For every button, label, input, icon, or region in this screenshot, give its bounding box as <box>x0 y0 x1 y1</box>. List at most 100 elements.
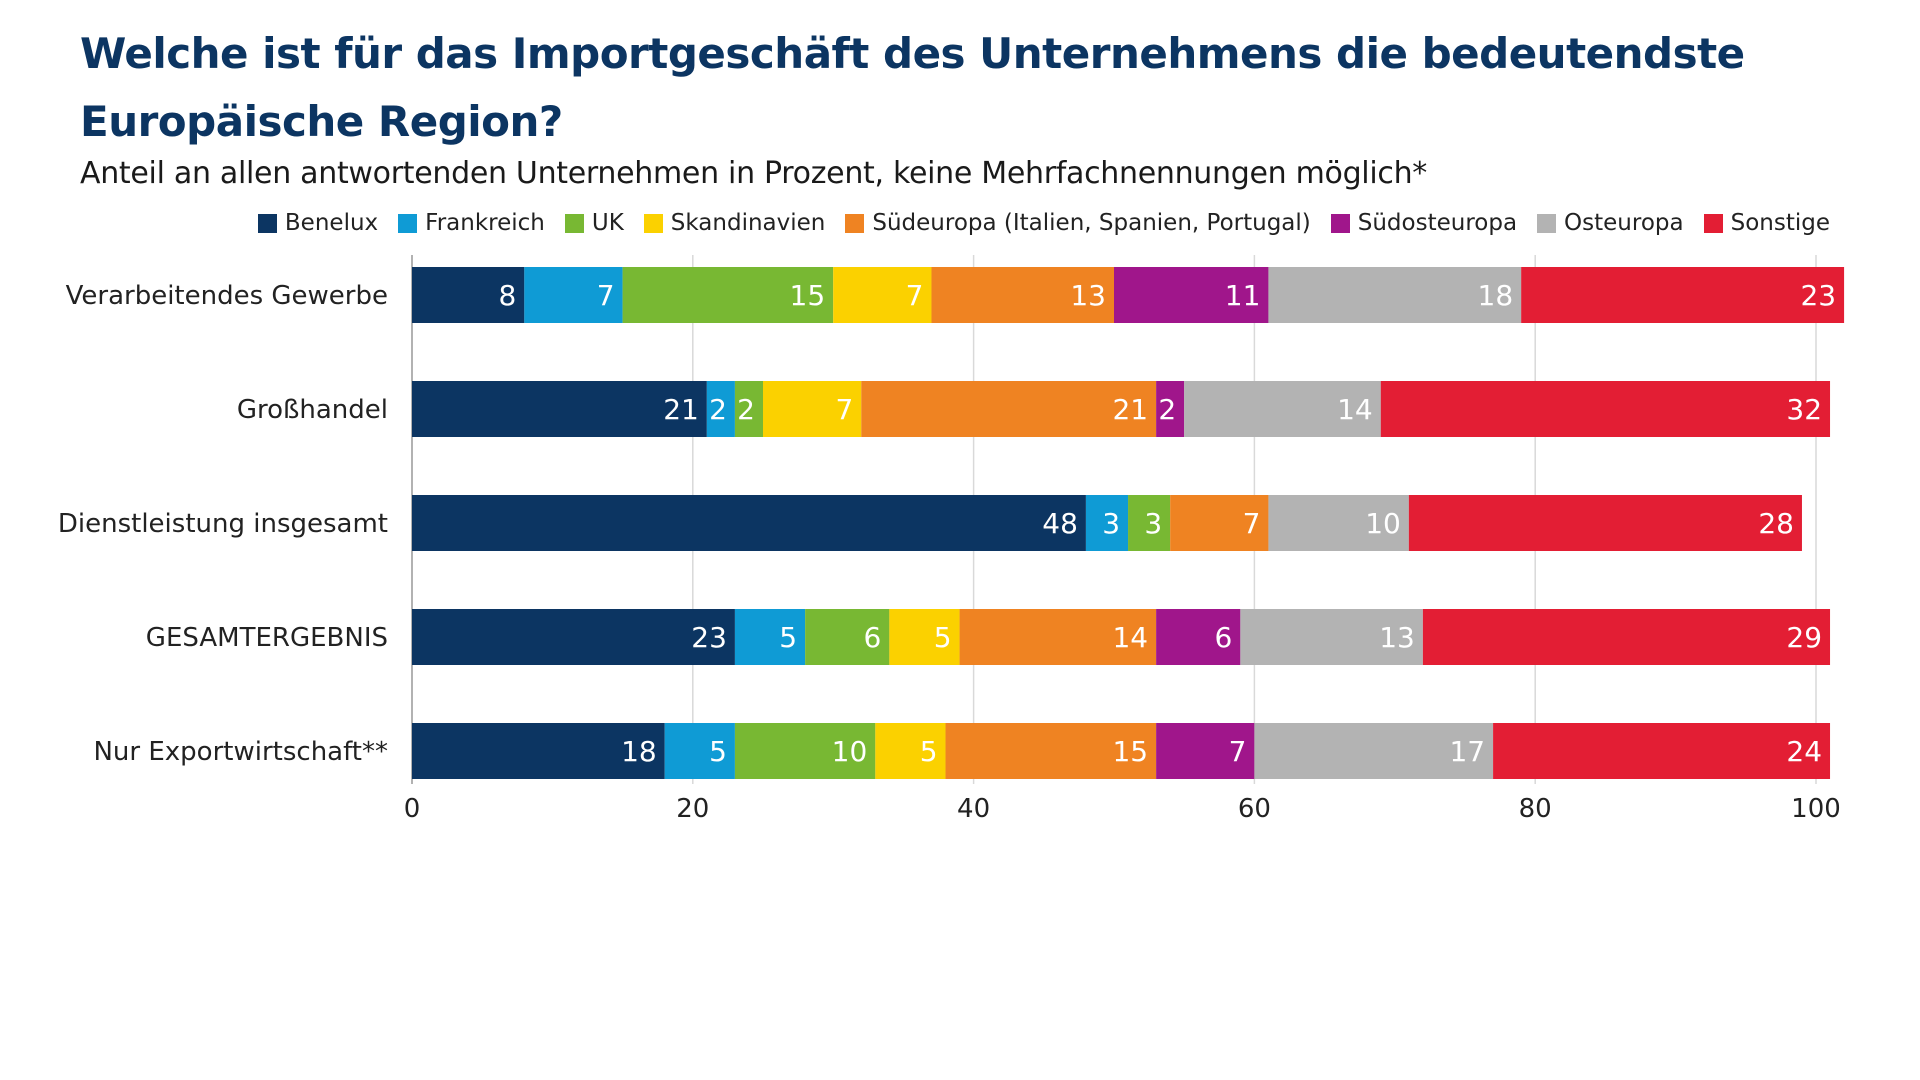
data-label: 7 <box>906 279 924 312</box>
data-label: 13 <box>1379 621 1415 654</box>
bar-segment <box>412 723 665 779</box>
bar-segment <box>1114 267 1269 323</box>
bar-segment <box>412 495 1086 551</box>
data-label: 7 <box>1229 735 1247 768</box>
category-label: Verarbeitendes Gewerbe <box>66 281 388 311</box>
x-tick-label: 20 <box>676 794 709 824</box>
bar-segment <box>945 723 1157 779</box>
category-label: Nur Exportwirtschaft** <box>93 737 388 767</box>
bar-segment <box>805 609 890 665</box>
bar-segment <box>1268 495 1409 551</box>
legend-swatch <box>845 213 865 233</box>
bar-segment <box>833 267 932 323</box>
legend-item: Benelux <box>257 210 379 236</box>
data-label: 5 <box>920 735 938 768</box>
legend-label: UK <box>591 210 624 236</box>
bar-segment <box>622 267 834 323</box>
legend-item: UK <box>564 210 624 236</box>
data-label: 10 <box>1365 507 1401 540</box>
category-label: Großhandel <box>237 395 388 425</box>
data-label: 10 <box>832 735 868 768</box>
data-label: 21 <box>1112 393 1148 426</box>
data-label: 6 <box>1215 621 1233 654</box>
data-label: 17 <box>1449 735 1485 768</box>
legend-item: Südeuropa (Italien, Spanien, Portugal) <box>845 210 1311 236</box>
data-label: 3 <box>1102 507 1120 540</box>
legend-swatch <box>1703 213 1723 233</box>
bar-segment <box>1493 723 1831 779</box>
x-tick-label: 40 <box>957 794 990 824</box>
bar-segment <box>1085 495 1129 551</box>
chart-title: Welche ist für das Importgeschäft des Un… <box>80 29 1745 146</box>
data-label: 15 <box>1112 735 1148 768</box>
data-label: 24 <box>1786 735 1822 768</box>
data-label: 23 <box>691 621 727 654</box>
data-label: 11 <box>1225 279 1261 312</box>
legend-item: Frankreich <box>398 210 545 236</box>
bar-segment <box>734 381 763 437</box>
legend-swatch <box>564 213 584 233</box>
bar-segment <box>1184 381 1381 437</box>
bar-segment <box>931 267 1114 323</box>
data-label: 2 <box>709 393 727 426</box>
bar-segment <box>1128 495 1171 551</box>
data-label: 18 <box>621 735 657 768</box>
category-label: GESAMTERGEBNIS <box>146 623 388 653</box>
legend-item: Osteuropa <box>1537 210 1684 236</box>
bar-segment <box>412 267 525 323</box>
bar-segment <box>1156 723 1255 779</box>
bar-segment <box>1422 609 1831 665</box>
data-label: 13 <box>1070 279 1106 312</box>
bar-segment <box>412 381 707 437</box>
legend-label: Benelux <box>284 210 379 236</box>
x-tick-label: 60 <box>1238 794 1271 824</box>
bar-segment <box>734 609 806 665</box>
category-label: Dienstleistung insgesamt <box>58 509 388 539</box>
bar-segment <box>1240 609 1423 665</box>
legend-label: Südeuropa (Italien, Spanien, Portugal) <box>872 210 1311 236</box>
data-label: 14 <box>1337 393 1373 426</box>
legend-label: Frankreich <box>425 210 545 236</box>
x-tick-label: 100 <box>1791 794 1841 824</box>
data-label: 7 <box>835 393 853 426</box>
data-label: 29 <box>1786 621 1822 654</box>
data-label: 21 <box>663 393 699 426</box>
data-label: 5 <box>779 621 797 654</box>
bar-segment <box>889 609 960 665</box>
data-label: 15 <box>790 279 826 312</box>
data-label: 5 <box>709 735 727 768</box>
legend-label: Osteuropa <box>1564 210 1684 236</box>
bar-segment <box>763 381 862 437</box>
bar-segment <box>959 609 1157 665</box>
data-label: 18 <box>1478 279 1514 312</box>
data-label: 6 <box>864 621 882 654</box>
legend-swatch <box>257 213 277 233</box>
data-label: 5 <box>934 621 952 654</box>
data-label: 2 <box>1158 393 1176 426</box>
bar-segment <box>734 723 876 779</box>
legend-item: Sonstige <box>1703 210 1830 236</box>
bar-segment <box>1156 609 1241 665</box>
legend-swatch <box>643 213 663 233</box>
bar-segment <box>1254 723 1494 779</box>
data-label: 7 <box>1243 507 1261 540</box>
bar-segment <box>861 381 1157 437</box>
legend-label: Sonstige <box>1730 210 1830 236</box>
chart-subtitle: Anteil an allen antwortenden Unternehmen… <box>80 156 1427 191</box>
bar-segment <box>412 609 735 665</box>
legend: Benelux Frankreich UK Skandinavien Südeuropa… <box>257 210 1830 236</box>
bar-segment <box>875 723 946 779</box>
legend-item: Skandinavien <box>643 210 825 236</box>
bar-segment <box>1408 495 1802 551</box>
data-label: 3 <box>1144 507 1162 540</box>
x-tick-label: 0 <box>404 794 421 824</box>
data-label: 14 <box>1112 621 1148 654</box>
legend-swatch <box>398 213 418 233</box>
legend-swatch <box>1330 213 1350 233</box>
bar-segment <box>664 723 735 779</box>
data-label: 28 <box>1758 507 1794 540</box>
bar-segment <box>1380 381 1831 437</box>
bar-segment <box>1170 495 1269 551</box>
data-label: 2 <box>737 393 755 426</box>
